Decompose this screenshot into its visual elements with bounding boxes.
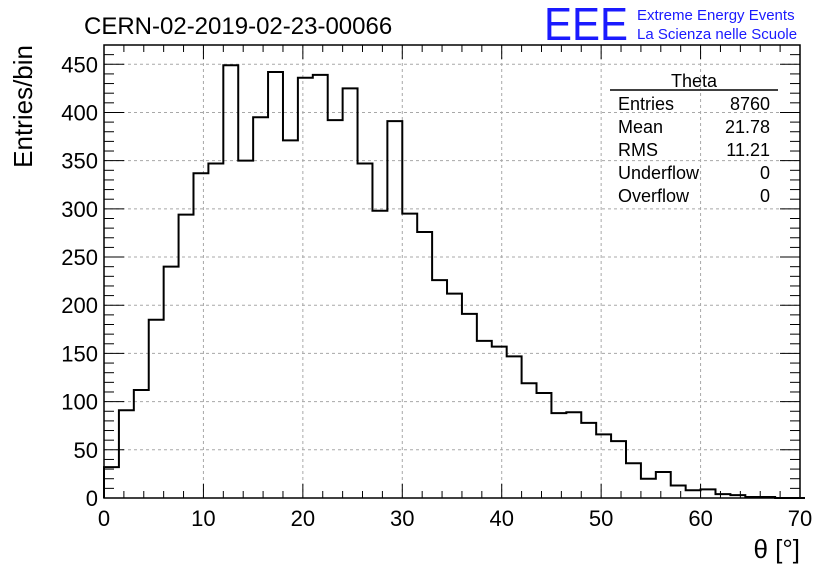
x-tick-label: 20 [291,506,315,531]
eee-logo-mark: EEE [544,0,628,50]
stats-value: 11.21 [726,140,770,160]
y-tick-labels: 0 50 100 150 200 250 300 350 400 450 [61,52,98,511]
logo-line-2: La Scienza nelle Scuole [637,26,797,43]
stats-box: Theta Entries 8760 Mean 21.78 RMS 11.21 Underf… [610,71,778,206]
plot-frame [103,44,801,499]
y-axis-label: Entries/bin [8,45,38,168]
stats-label: Overflow [618,186,690,206]
x-tick-label: 0 [98,506,110,531]
stats-rows: Entries 8760 Mean 21.78 RMS 11.21 Underflow 0 Ov… [618,94,770,206]
logo-line-1: Extreme Energy Events [637,7,795,24]
y-tick-label: 400 [61,100,98,125]
y-tick-label: 200 [61,293,98,318]
x-tick-label: 60 [688,506,712,531]
axis-ticks [103,45,801,499]
x-tick-label: 30 [390,506,414,531]
stats-value: 8760 [730,94,770,114]
stats-label: RMS [618,140,658,160]
y-tick-label: 450 [61,52,98,77]
y-tick-label: 350 [61,149,98,174]
y-tick-label: 300 [61,197,98,222]
stats-value: 21.78 [725,117,770,137]
stats-label: Mean [618,117,663,137]
x-tick-labels: 0 10 20 30 40 50 60 70 [98,506,812,531]
x-tick-label: 10 [191,506,215,531]
y-tick-label: 250 [61,245,98,270]
chart-title: CERN-02-2019-02-23-00066 [84,13,392,40]
stats-value: 0 [760,163,770,183]
x-tick-label: 40 [489,506,513,531]
y-tick-label: 0 [86,486,98,511]
y-tick-label: 150 [61,341,98,366]
stats-value: 0 [760,186,770,206]
stats-label: Underflow [618,163,700,183]
histogram-outline [103,64,805,499]
y-tick-label: 50 [74,438,98,463]
x-tick-label: 50 [589,506,613,531]
stats-title: Theta [671,71,718,91]
grid [104,45,800,498]
stats-label: Entries [618,94,674,114]
x-tick-label: 70 [788,506,812,531]
eee-logo: EEE Extreme Energy Events La Scienza nel… [544,0,797,50]
y-tick-label: 100 [61,390,98,415]
x-axis-label: θ [°] [753,534,800,564]
